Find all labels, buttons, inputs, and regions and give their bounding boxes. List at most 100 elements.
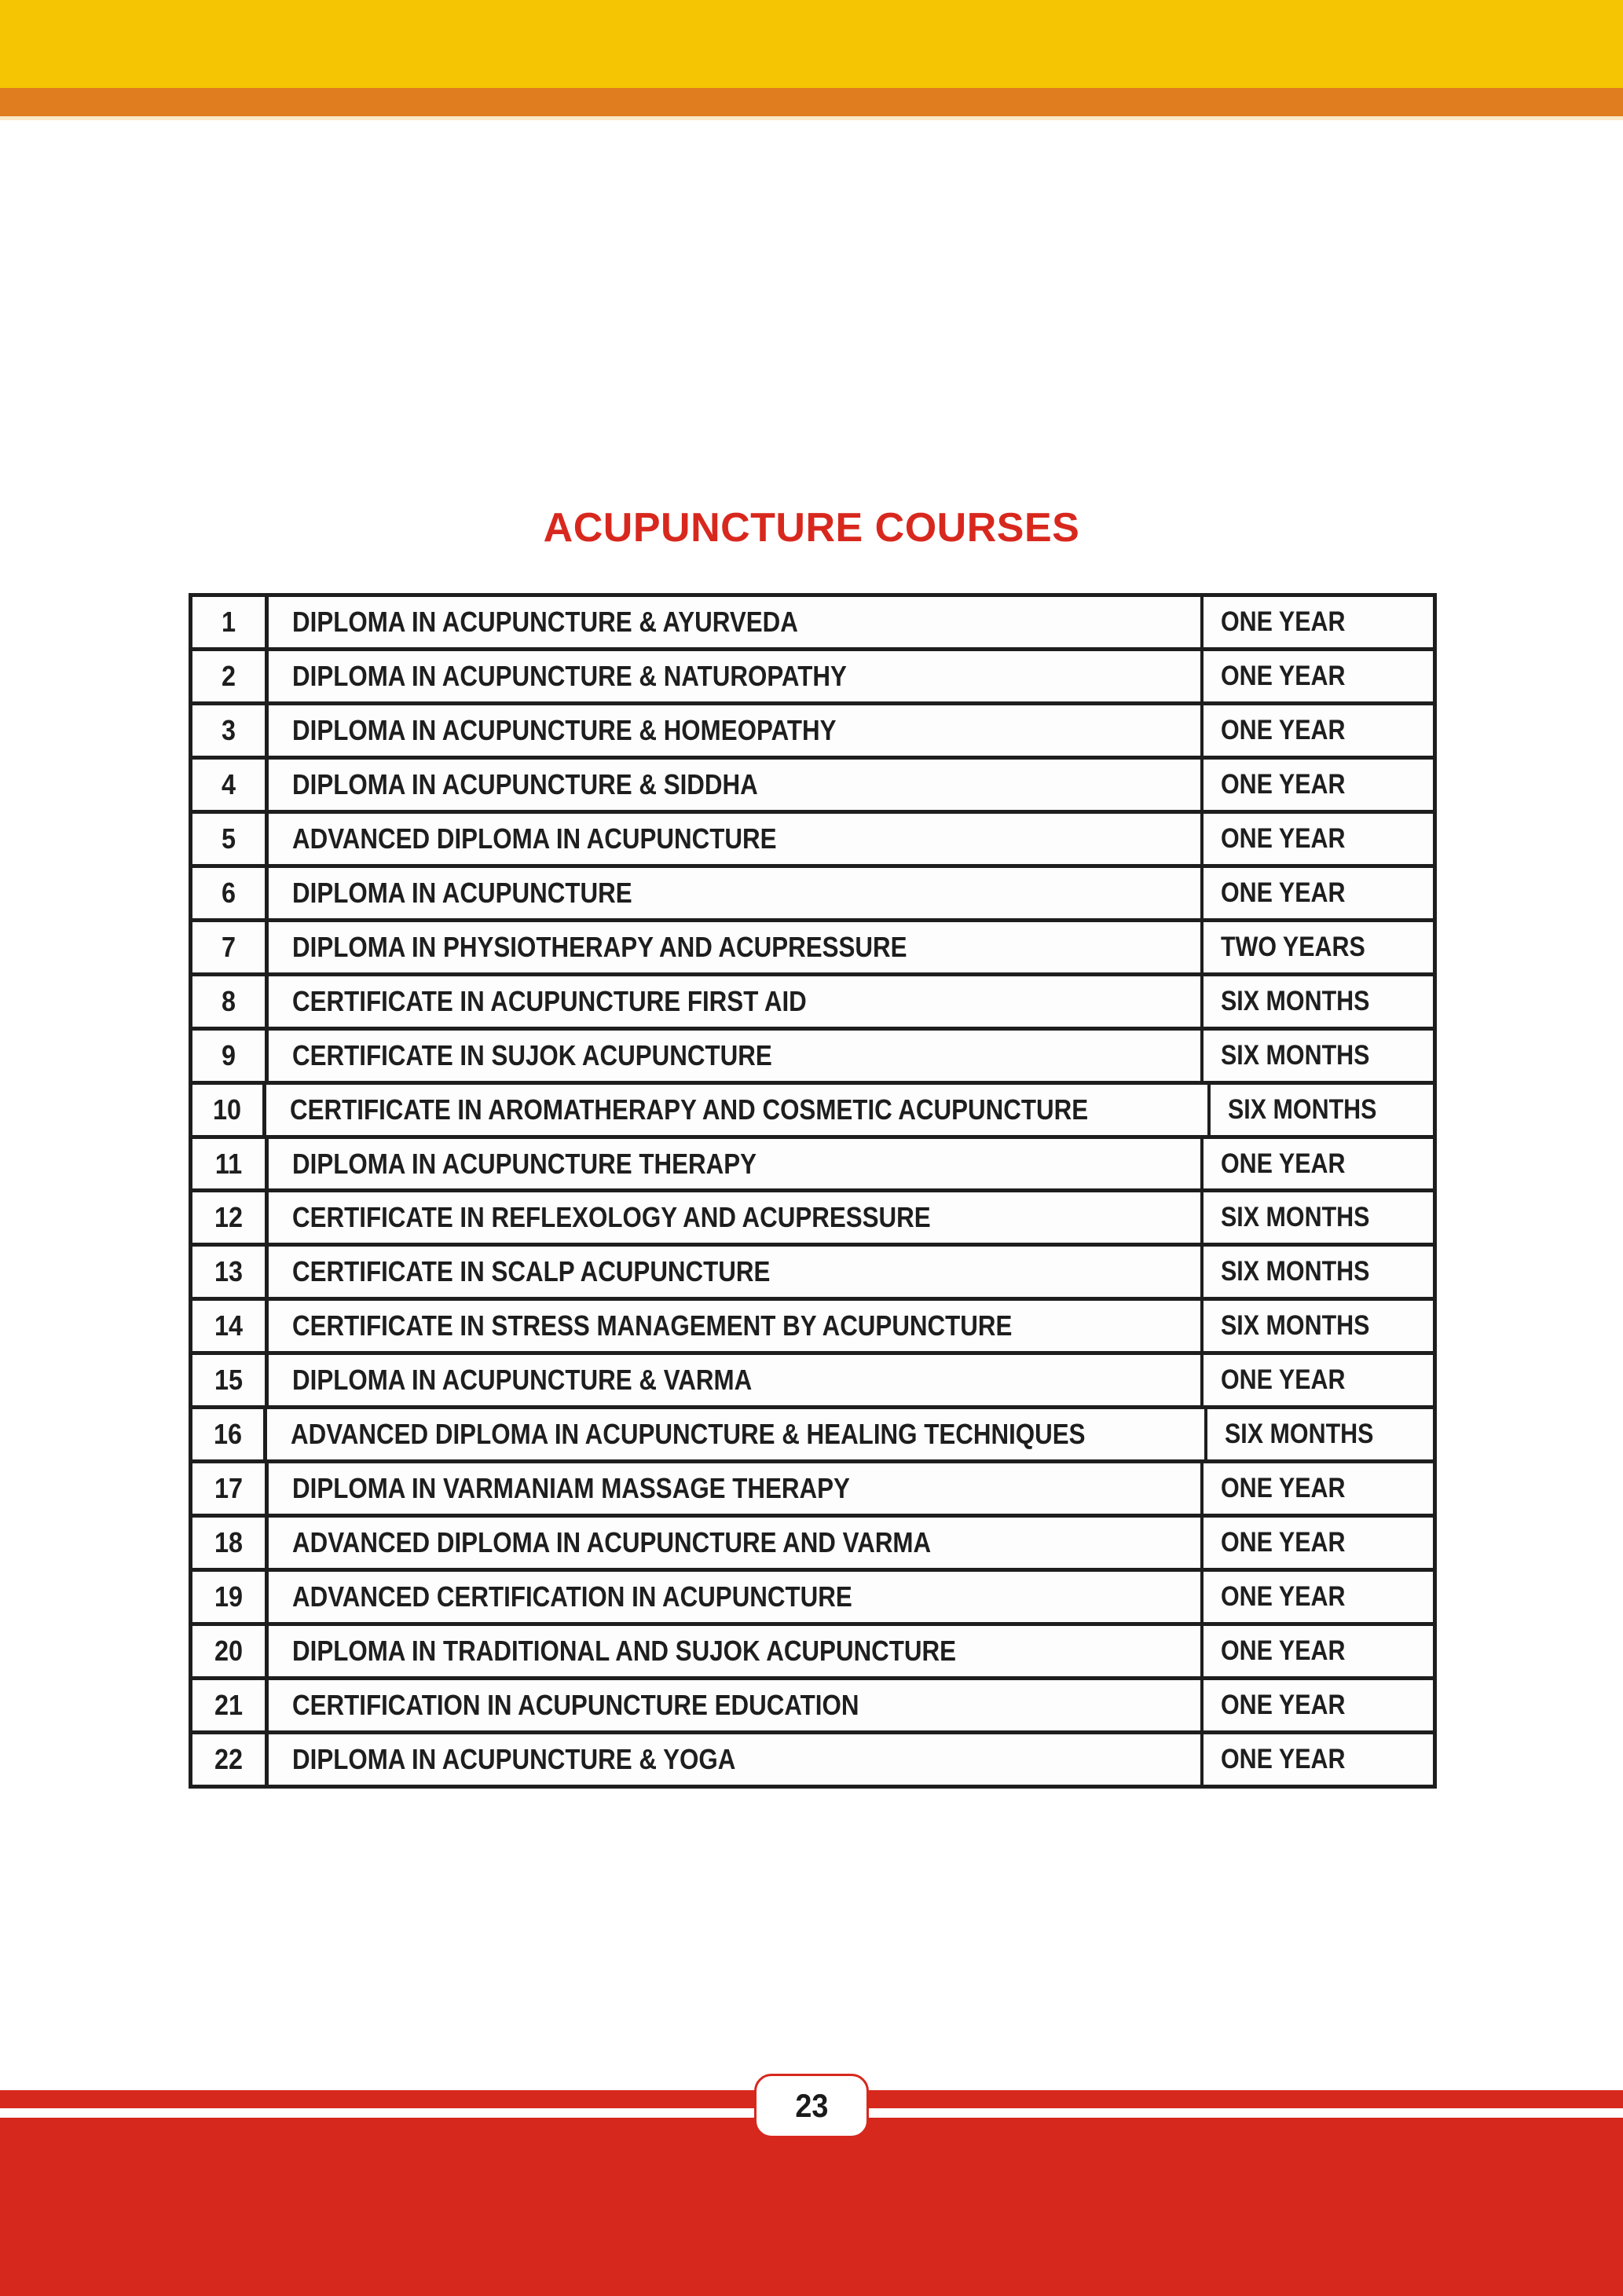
course-name: DIPLOMA IN ACUPUNCTURE & AYURVEDA (292, 605, 798, 638)
course-duration-cell: ONE YEAR (1204, 1734, 1433, 1785)
course-duration: SIX MONTHS (1227, 1093, 1377, 1125)
row-number-cell: 21 (192, 1680, 269, 1731)
row-number: 22 (214, 1742, 244, 1775)
course-duration: ONE YEAR (1221, 1364, 1346, 1396)
row-number-cell: 11 (192, 1138, 269, 1189)
course-name: DIPLOMA IN ACUPUNCTURE (292, 876, 632, 909)
course-duration-cell: ONE YEAR (1204, 760, 1433, 810)
course-duration-cell: SIX MONTHS (1207, 1409, 1433, 1459)
table-row: 15 DIPLOMA IN ACUPUNCTURE & VARMA ONE YE… (192, 1351, 1433, 1406)
row-number: 9 (221, 1038, 236, 1071)
row-number-cell: 17 (192, 1463, 269, 1514)
table-row: 5 ADVANCED DIPLOMA IN ACUPUNCTURE ONE YE… (192, 809, 1433, 864)
row-number: 6 (221, 876, 236, 909)
row-number-cell: 8 (192, 976, 269, 1027)
row-number: 20 (214, 1635, 244, 1668)
table-row: 1 DIPLOMA IN ACUPUNCTURE & AYURVEDA ONE … (192, 597, 1433, 647)
course-duration: ONE YEAR (1221, 822, 1346, 854)
row-number: 11 (214, 1147, 243, 1180)
row-number: 19 (214, 1580, 244, 1613)
row-number-cell: 2 (192, 650, 269, 701)
course-name-cell: ADVANCED DIPLOMA IN ACUPUNCTURE (269, 813, 1204, 864)
table-row: 17 DIPLOMA IN VARMANIAM MASSAGE THERAPY … (192, 1459, 1433, 1514)
row-number-cell: 19 (192, 1572, 269, 1623)
course-name: ADVANCED DIPLOMA IN ACUPUNCTURE & HEALIN… (291, 1418, 1086, 1451)
course-name: DIPLOMA IN TRADITIONAL AND SUJOK ACUPUNC… (292, 1635, 957, 1668)
row-number-cell: 4 (192, 759, 269, 810)
row-number: 14 (214, 1309, 244, 1342)
course-duration-cell: ONE YEAR (1204, 1518, 1433, 1568)
course-name-cell: DIPLOMA IN TRADITIONAL AND SUJOK ACUPUNC… (269, 1626, 1204, 1677)
row-number: 1 (221, 605, 236, 638)
row-number-cell: 22 (192, 1734, 269, 1785)
course-duration-cell: ONE YEAR (1204, 1463, 1433, 1514)
course-name-cell: DIPLOMA IN ACUPUNCTURE & HOMEOPATHY (269, 705, 1204, 756)
footer-red-block (0, 2118, 1623, 2296)
row-number: 3 (221, 713, 236, 746)
course-name-cell: ADVANCED CERTIFICATION IN ACUPUNCTURE (269, 1572, 1204, 1623)
course-duration: SIX MONTHS (1221, 1039, 1370, 1071)
course-duration-cell: SIX MONTHS (1204, 1192, 1433, 1243)
table-row: 3 DIPLOMA IN ACUPUNCTURE & HOMEOPATHY ON… (192, 701, 1433, 756)
course-name-cell: ADVANCED DIPLOMA IN ACUPUNCTURE & HEALIN… (267, 1409, 1207, 1460)
course-name: CERTIFICATE IN ACUPUNCTURE FIRST AID (292, 984, 807, 1017)
row-number: 2 (221, 659, 236, 692)
course-name: DIPLOMA IN ACUPUNCTURE & YOGA (292, 1742, 736, 1775)
page-title: ACUPUNCTURE COURSES (543, 505, 1080, 551)
row-number: 7 (221, 930, 236, 963)
row-number: 18 (214, 1526, 244, 1559)
row-number-cell: 3 (192, 705, 269, 756)
course-duration: ONE YEAR (1221, 714, 1346, 745)
course-duration-cell: SIX MONTHS (1211, 1085, 1433, 1135)
course-duration-cell: SIX MONTHS (1204, 1247, 1433, 1297)
course-duration-cell: SIX MONTHS (1204, 1301, 1433, 1351)
row-number-cell: 16 (192, 1409, 268, 1460)
course-name: CERTIFICATE IN STRESS MANAGEMENT BY ACUP… (292, 1309, 1013, 1342)
course-name-cell: CERTIFICATION IN ACUPUNCTURE EDUCATION (269, 1680, 1204, 1731)
table-row: 10 CERTIFICATE IN AROMATHERAPY AND COSME… (192, 1080, 1433, 1135)
course-duration-cell: ONE YEAR (1204, 597, 1433, 647)
table-row: 22 DIPLOMA IN ACUPUNCTURE & YOGA ONE YEA… (192, 1730, 1433, 1785)
course-duration-cell: ONE YEAR (1204, 1139, 1433, 1189)
row-number: 15 (214, 1364, 244, 1397)
row-number: 13 (214, 1255, 244, 1288)
course-name: CERTIFICATE IN AROMATHERAPY AND COSMETIC… (289, 1093, 1089, 1126)
row-number-cell: 15 (192, 1355, 269, 1406)
row-number: 16 (214, 1418, 243, 1451)
course-name: CERTIFICATION IN ACUPUNCTURE EDUCATION (292, 1689, 859, 1722)
top-yellow-bar (0, 0, 1623, 88)
top-orange-bar (0, 88, 1623, 116)
course-duration-cell: ONE YEAR (1204, 1626, 1433, 1676)
course-duration: SIX MONTHS (1221, 985, 1370, 1016)
page-number: 23 (794, 2087, 829, 2124)
course-duration: SIX MONTHS (1221, 1202, 1370, 1233)
table-row: 6 DIPLOMA IN ACUPUNCTURE ONE YEAR (192, 863, 1433, 918)
table-row: 11 DIPLOMA IN ACUPUNCTURE THERAPY ONE YE… (192, 1134, 1433, 1189)
row-number-cell: 18 (192, 1518, 269, 1569)
row-number-cell: 7 (192, 921, 269, 972)
row-number: 5 (221, 822, 236, 855)
top-orange-bar-fade (0, 116, 1623, 120)
course-name: DIPLOMA IN ACUPUNCTURE & HOMEOPATHY (292, 713, 837, 746)
course-duration: TWO YEARS (1221, 931, 1365, 962)
table-row: 21 CERTIFICATION IN ACUPUNCTURE EDUCATIO… (192, 1676, 1433, 1731)
course-duration-cell: ONE YEAR (1204, 814, 1433, 864)
course-name-cell: CERTIFICATE IN AROMATHERAPY AND COSMETIC… (266, 1084, 1211, 1135)
course-name: DIPLOMA IN ACUPUNCTURE & VARMA (292, 1364, 753, 1397)
course-name: ADVANCED DIPLOMA IN ACUPUNCTURE (292, 822, 777, 855)
row-number-cell: 9 (192, 1030, 269, 1081)
course-duration: ONE YEAR (1221, 1581, 1346, 1613)
course-name: DIPLOMA IN ACUPUNCTURE & SIDDHA (292, 767, 758, 800)
course-name-cell: DIPLOMA IN ACUPUNCTURE & YOGA (269, 1734, 1204, 1785)
course-name-cell: DIPLOMA IN PHYSIOTHERAPY AND ACUPRESSURE (269, 921, 1204, 972)
page-number-badge: 23 (754, 2074, 869, 2138)
course-duration: ONE YEAR (1221, 1527, 1346, 1558)
course-duration-cell: TWO YEARS (1204, 922, 1433, 972)
course-name-cell: CERTIFICATE IN SUJOK ACUPUNCTURE (269, 1030, 1204, 1081)
course-duration: SIX MONTHS (1221, 1256, 1370, 1287)
course-name: CERTIFICATE IN REFLEXOLOGY AND ACUPRESSU… (292, 1201, 931, 1234)
row-number-cell: 5 (192, 813, 269, 864)
table-row: 14 CERTIFICATE IN STRESS MANAGEMENT BY A… (192, 1297, 1433, 1352)
row-number: 21 (214, 1689, 244, 1722)
